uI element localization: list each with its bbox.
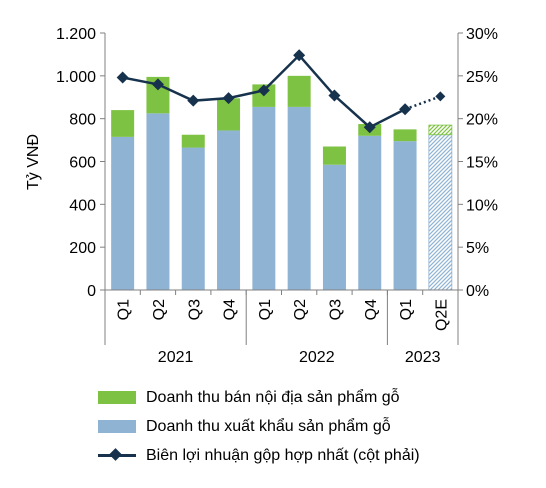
y2-tick-label-4: 20% bbox=[466, 112, 498, 129]
y2-tick-label-5: 25% bbox=[466, 69, 498, 86]
x-tick-label-4: Q1 bbox=[257, 299, 274, 320]
bar-export-9 bbox=[428, 134, 453, 291]
legend-swatch-domestic bbox=[98, 391, 136, 404]
x-tick-label-8: Q1 bbox=[398, 299, 415, 320]
y2-tick-label-3: 15% bbox=[466, 155, 498, 172]
legend-item-export: Doanh thu xuất khẩu sản phẩm gỗ bbox=[98, 412, 420, 441]
bar-export-4 bbox=[252, 106, 276, 290]
y-tick-label-6: 1.200 bbox=[56, 26, 96, 43]
bar-domestic-9 bbox=[428, 124, 453, 136]
y-tick-label-0: 0 bbox=[87, 283, 96, 300]
y2-tick-label-6: 30% bbox=[466, 26, 498, 43]
legend-item-margin: Biên lợi nhuận gộp hợp nhất (cột phải) bbox=[98, 441, 420, 470]
x-tick-label-7: Q4 bbox=[363, 299, 380, 320]
margin-point-0 bbox=[116, 71, 129, 84]
bar-export-8 bbox=[393, 141, 417, 290]
x-tick-label-2: Q3 bbox=[186, 299, 203, 320]
y-tick-label-5: 1.000 bbox=[56, 69, 96, 86]
margin-point-1 bbox=[151, 78, 164, 91]
bar-export-6 bbox=[322, 164, 346, 290]
y-tick-label-2: 400 bbox=[69, 197, 96, 214]
bar-export-3 bbox=[217, 130, 241, 290]
year-label-2: 2023 bbox=[405, 349, 441, 366]
legend-item-domestic: Doanh thu bán nội địa sản phẩm gỗ bbox=[98, 383, 420, 412]
bar-domestic-5 bbox=[287, 75, 311, 107]
legend-swatch-margin bbox=[98, 449, 136, 462]
bar-export-2 bbox=[181, 147, 205, 290]
y-axis-label: Tỷ VNĐ bbox=[25, 134, 42, 190]
legend-label-export: Doanh thu xuất khẩu sản phẩm gỗ bbox=[146, 417, 391, 435]
x-tick-label-6: Q3 bbox=[327, 299, 344, 320]
margin-point-3 bbox=[222, 92, 235, 105]
y-tick-label-1: 200 bbox=[69, 240, 96, 257]
y-tick-label-3: 600 bbox=[69, 155, 96, 172]
legend-swatch-export bbox=[98, 420, 136, 433]
bar-domestic-8 bbox=[393, 129, 417, 142]
x-tick-label-1: Q2 bbox=[151, 299, 168, 320]
bar-domestic-0 bbox=[111, 110, 135, 137]
bar-export-7 bbox=[358, 135, 382, 290]
y2-tick-label-2: 10% bbox=[466, 197, 498, 214]
margin-point-2 bbox=[187, 94, 200, 107]
legend-label-domestic: Doanh thu bán nội địa sản phẩm gỗ bbox=[146, 388, 400, 406]
bar-export-5 bbox=[287, 106, 311, 290]
x-tick-label-5: Q2 bbox=[292, 299, 309, 320]
margin-line-estimate bbox=[404, 95, 441, 111]
y2-tick-label-0: 0% bbox=[466, 283, 489, 300]
year-label-0: 2021 bbox=[158, 349, 194, 366]
margin-point-estimate bbox=[435, 91, 446, 102]
x-tick-label-3: Q4 bbox=[222, 299, 239, 320]
legend: Doanh thu bán nội địa sản phẩm gỗ Doanh … bbox=[98, 383, 420, 470]
margin-point-8 bbox=[399, 103, 412, 116]
bar-domestic-6 bbox=[322, 146, 346, 165]
x-tick-label-9: Q2E bbox=[433, 299, 450, 331]
y-tick-label-4: 800 bbox=[69, 112, 96, 129]
margin-point-5 bbox=[293, 49, 306, 62]
x-tick-label-0: Q1 bbox=[116, 299, 133, 320]
y2-tick-label-1: 5% bbox=[466, 240, 489, 257]
margin-point-4 bbox=[257, 84, 270, 97]
bar-export-0 bbox=[111, 136, 135, 290]
bar-export-1 bbox=[146, 113, 170, 290]
margin-line-layer bbox=[116, 49, 446, 134]
margin-point-6 bbox=[328, 89, 341, 102]
bar-domestic-3 bbox=[217, 98, 241, 131]
bar-domestic-2 bbox=[181, 134, 205, 148]
axes-layer: 0 200 400 600 800 1.000 1.200 0% 5% 10% 15% 20% 25% 3… bbox=[56, 26, 498, 366]
bars-layer bbox=[111, 75, 453, 291]
year-label-1: 2022 bbox=[299, 349, 335, 366]
margin-point-7 bbox=[363, 121, 376, 134]
legend-label-margin: Biên lợi nhuận gộp hợp nhất (cột phải) bbox=[146, 446, 420, 464]
